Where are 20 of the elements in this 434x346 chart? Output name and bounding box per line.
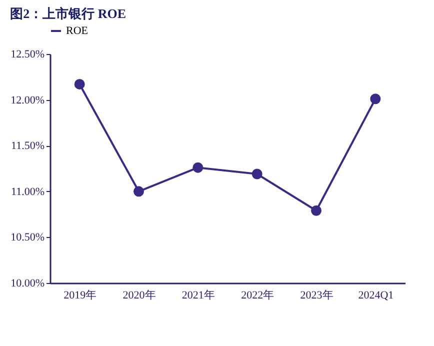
chart-title: 图2：上市银行 ROE xyxy=(10,6,126,21)
y-tick-label: 12.50% xyxy=(10,48,44,60)
point xyxy=(192,162,204,173)
x-tick-label: 2022年 xyxy=(241,290,274,302)
y-tick-label: 11.00% xyxy=(10,186,44,198)
y-tick-label: 11.50% xyxy=(10,140,44,152)
x-tick-label: 2024Q1 xyxy=(358,290,394,302)
legend-label: ROE xyxy=(66,25,88,37)
y-tick-label: 10.00% xyxy=(10,278,44,290)
y-tick-label: 12.00% xyxy=(10,94,44,106)
point xyxy=(74,78,85,90)
x-tick-label: 2023年 xyxy=(300,290,334,302)
y-tick-label: 10.50% xyxy=(10,232,44,244)
point xyxy=(252,168,262,180)
point xyxy=(134,186,144,197)
x-tick-label: 2021年 xyxy=(182,290,215,302)
x-tick-label: 2020年 xyxy=(122,290,156,302)
point xyxy=(311,205,322,216)
x-tick-label: 2019年 xyxy=(64,290,97,302)
point xyxy=(370,94,381,104)
